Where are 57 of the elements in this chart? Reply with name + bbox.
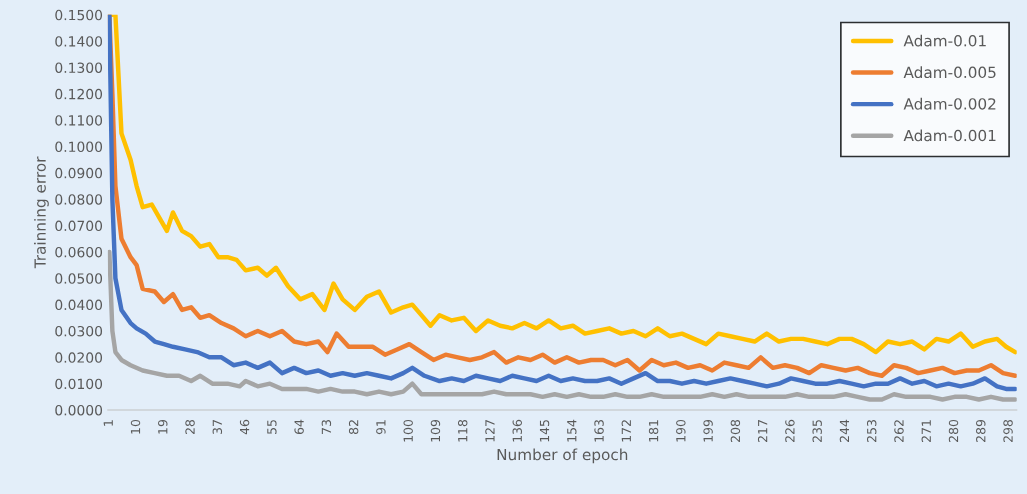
x-tick-label: 64 <box>294 419 304 435</box>
x-axis-title: Number of epoch <box>497 448 628 464</box>
legend-label: Adam-0.002 <box>903 97 996 110</box>
x-tick-label: 172 <box>621 420 631 442</box>
y-tick-label: 0.1400 <box>55 36 103 47</box>
x-tick-label: 271 <box>921 420 931 442</box>
x-tick-label: 82 <box>348 420 359 435</box>
x-tick-label: 127 <box>485 420 495 442</box>
y-tick-label: 0.0500 <box>55 273 103 284</box>
x-tick-label: 19 <box>158 419 168 434</box>
x-tick-label: 253 <box>866 420 877 442</box>
x-tick-label: 118 <box>457 419 468 442</box>
y-tick-label: 0.0200 <box>55 352 103 363</box>
x-tick-label: 91 <box>376 420 386 435</box>
y-tick-label: 0.1200 <box>55 88 103 100</box>
y-axis-title: Trainning error <box>34 156 49 269</box>
y-tick-label: 0.0000 <box>55 404 103 416</box>
y-tick-label: 0.0900 <box>55 167 103 179</box>
y-tick-label: 0.0700 <box>55 220 103 232</box>
legend-label: Adam-0.01 <box>903 34 986 47</box>
x-tick-label: 46 <box>239 419 250 435</box>
x-tick-label: 208 <box>730 419 741 442</box>
x-tick-label: 10 <box>130 419 141 434</box>
line-series <box>107 249 1017 402</box>
legend-label: Adam-0.005 <box>903 66 996 79</box>
y-tick-label: 0.1000 <box>55 141 103 153</box>
y-tick-label: 0.1300 <box>55 62 103 73</box>
x-tick-label: 145 <box>539 420 550 442</box>
x-tick-label: 217 <box>757 420 768 442</box>
y-tick-label: 0.1100 <box>55 115 103 126</box>
x-tick-label: 28 <box>185 419 195 435</box>
y-tick-label: 0.0800 <box>55 194 103 205</box>
y-tick-label: 0.0100 <box>55 378 103 390</box>
x-tick-label: 289 <box>976 419 986 442</box>
x-tick-label: 226 <box>785 419 795 442</box>
x-tick-label: 235 <box>812 420 822 442</box>
x-tick-label: 298 <box>1003 419 1013 442</box>
legend-label: Adam-0.001 <box>903 129 996 142</box>
x-tick-label: 181 <box>648 420 659 442</box>
y-tick-label: 0.0400 <box>55 299 103 311</box>
x-tick-label: 136 <box>512 419 522 442</box>
x-tick-label: 262 <box>894 420 904 442</box>
x-tick-label: 37 <box>212 420 223 434</box>
y-tick-label: 0.0300 <box>55 325 103 337</box>
y-tick-label: 0.1500 <box>55 9 103 21</box>
x-tick-label: 154 <box>567 419 577 442</box>
x-tick-label: 73 <box>321 420 332 434</box>
x-tick-label: 280 <box>948 419 959 442</box>
x-tick-label: 163 <box>594 420 604 442</box>
x-tick-label: 100 <box>403 419 413 442</box>
x-tick-label: 109 <box>430 419 441 442</box>
x-tick-label: 244 <box>839 419 849 442</box>
x-tick-label: 1 <box>103 420 113 426</box>
x-tick-label: 199 <box>703 419 713 442</box>
x-tick-label: 55 <box>267 420 277 434</box>
x-tick-label: 190 <box>676 419 686 442</box>
y-tick-label: 0.0600 <box>55 246 103 258</box>
